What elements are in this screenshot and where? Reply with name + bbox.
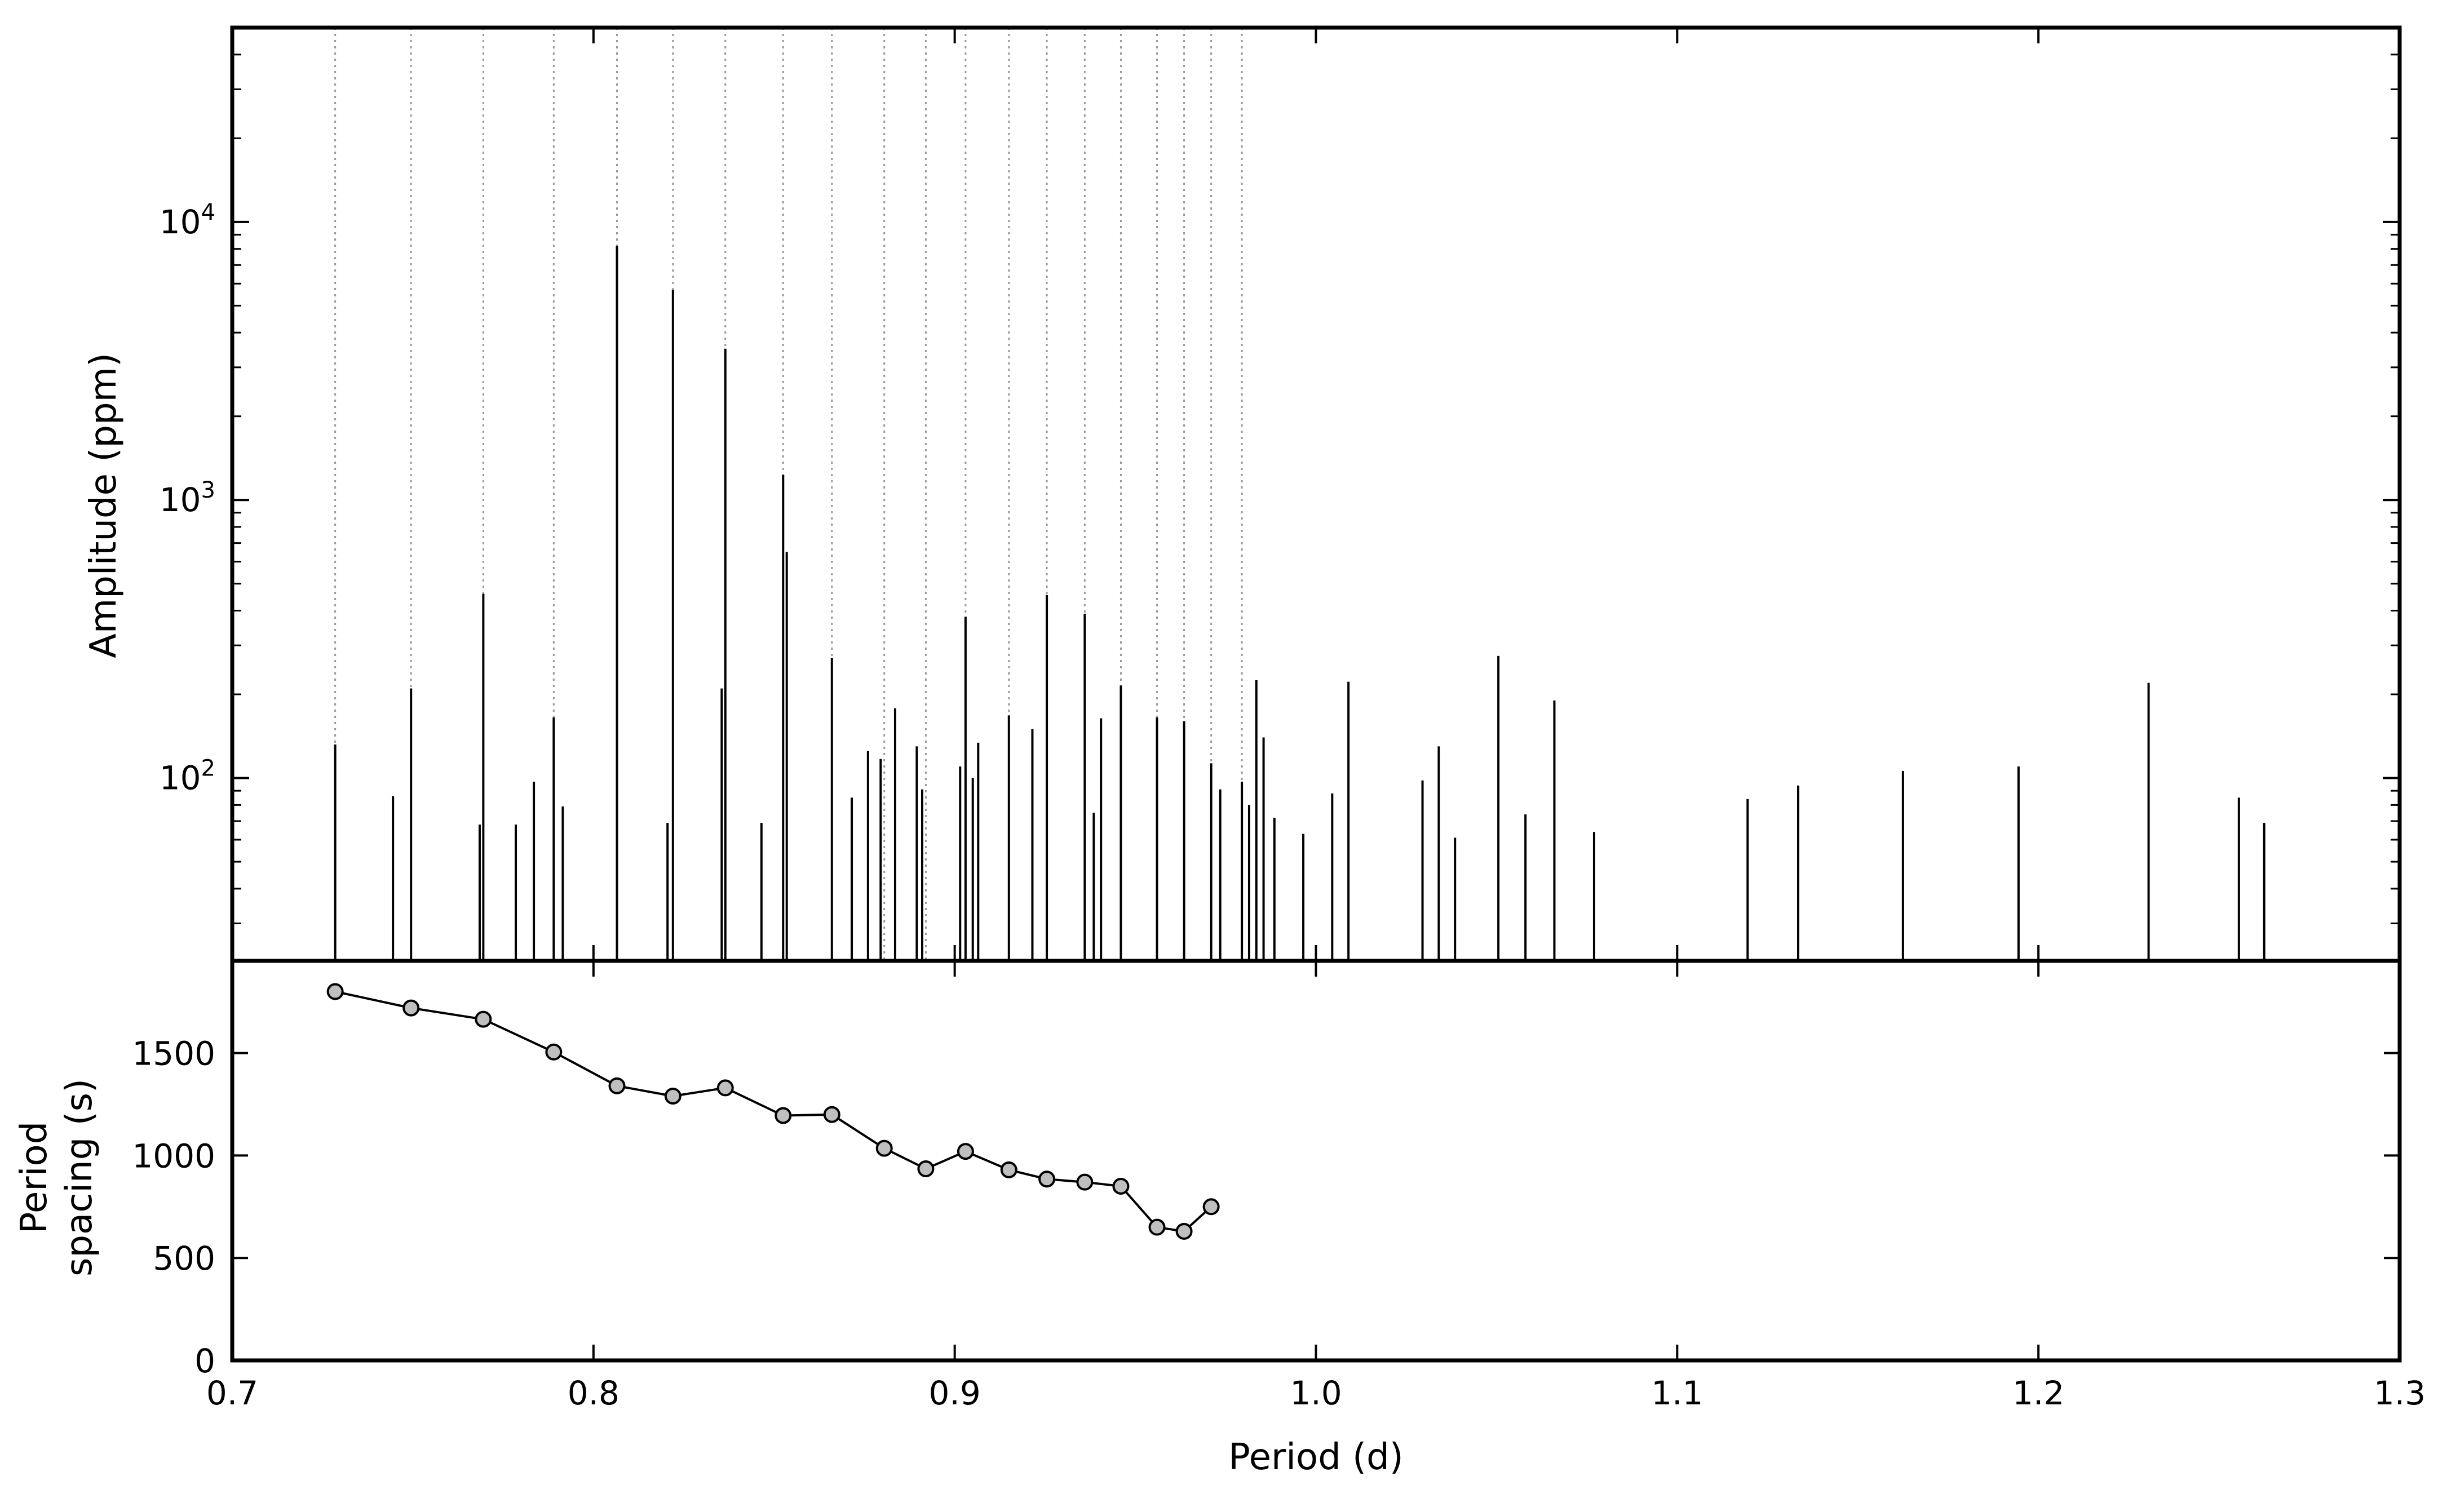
bottom-axis-ticks: 0.7 0.8 0.9 1.0 1.1 1.2 1.3 0 500 1000 1500: [132, 961, 2426, 1412]
x-tick-label: 0.7: [206, 1374, 258, 1412]
x-tick-label: 0.8: [568, 1374, 620, 1412]
bottom-plot-frame: [230, 959, 2402, 1363]
amplitude-bars: [334, 246, 2265, 961]
y-tick-label: 103: [160, 477, 215, 519]
period-spacing-point: [1000, 1161, 1017, 1178]
period-spacing-point: [875, 1139, 893, 1157]
period-spacing-point: [1076, 1173, 1094, 1191]
y-tick-label: 500: [153, 1239, 215, 1278]
period-axis-label: Period (d): [1228, 1436, 1403, 1478]
period-spacing-point: [402, 999, 420, 1017]
period-spacing-point: [917, 1160, 935, 1178]
period-spacing-point: [775, 1107, 792, 1124]
y-tick-label: 104: [160, 199, 215, 241]
top-axis-ticks: 102 103 104: [160, 26, 2401, 961]
period-spacing-point: [1202, 1198, 1220, 1216]
x-tick-label: 1.3: [2374, 1374, 2426, 1412]
amplitude-axis-label: Amplitude (ppm): [83, 353, 125, 658]
period-spacing-point: [1148, 1218, 1166, 1236]
period-spacing-point: [957, 1143, 974, 1160]
period-spacing-point: [664, 1087, 682, 1105]
y-tick-label: 102: [160, 756, 215, 797]
x-tick-label: 1.2: [2012, 1374, 2064, 1412]
period-spacing-point: [608, 1077, 626, 1094]
y-tick-label: 1000: [132, 1137, 215, 1175]
period-spacing-axis-label-line2: spacing (s): [59, 1079, 100, 1276]
x-tick-label: 1.0: [1290, 1374, 1342, 1412]
y-tick-label: 0: [194, 1342, 215, 1380]
period-spacing-point: [823, 1106, 840, 1123]
period-spacing-line: [335, 990, 1213, 1233]
period-spacing-point: [1175, 1222, 1193, 1240]
period-spacing-axis-label-line1: Period: [14, 1121, 55, 1234]
top-plot-frame: [230, 25, 2402, 963]
period-spacing-series: [326, 983, 1220, 1240]
period-spacing-point: [1112, 1177, 1130, 1195]
x-tick-label: 1.1: [1651, 1374, 1703, 1412]
period-spacing-point: [475, 1010, 492, 1028]
period-spacing-point: [545, 1043, 563, 1061]
period-spacing-point: [326, 983, 344, 1000]
period-spacing-point: [1038, 1170, 1056, 1188]
y-tick-label: 1500: [132, 1035, 215, 1073]
reference-lines: [334, 28, 1243, 961]
period-spacing-point: [716, 1079, 734, 1097]
x-tick-label: 0.9: [929, 1374, 981, 1412]
